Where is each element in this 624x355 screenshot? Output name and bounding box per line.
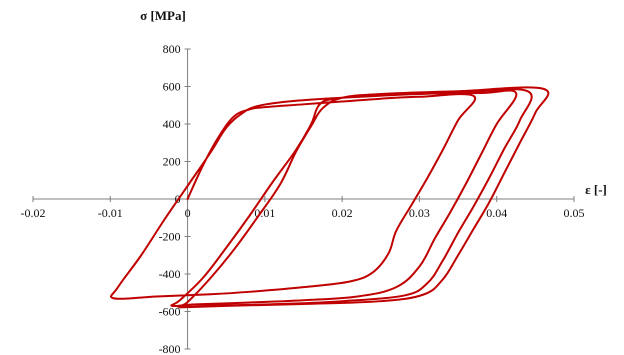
x-tick-label: 0.04 [486, 206, 507, 220]
x-tick-label: 0.02 [332, 206, 353, 220]
hysteresis-curve [110, 86, 550, 309]
x-axis-title: ε [-] [585, 182, 607, 197]
tick-marks [32, 48, 575, 350]
x-tick-label: 0.05 [564, 206, 585, 220]
x-tick-label: 0.01 [254, 206, 275, 220]
x-tick-label: 0 [185, 206, 191, 220]
y-tick-label: -600 [159, 305, 181, 319]
y-tick-label: -400 [159, 267, 181, 281]
x-tick-label: -0.02 [21, 206, 46, 220]
y-tick-label: -800 [159, 342, 181, 355]
y-tick-label: 800 [163, 42, 181, 56]
y-tick-label: 400 [163, 117, 181, 131]
y-tick-label: 600 [163, 80, 181, 94]
series-layer [110, 86, 550, 309]
x-tick-label: 0.03 [409, 206, 430, 220]
y-tick-label: 200 [163, 155, 181, 169]
y-tick-label: -200 [159, 230, 181, 244]
x-tick-label: -0.01 [98, 206, 123, 220]
y-axis-title: σ [MPa] [140, 8, 186, 23]
